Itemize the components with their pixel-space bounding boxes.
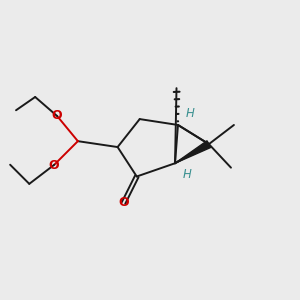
Text: O: O: [118, 196, 129, 209]
Text: H: H: [183, 168, 192, 181]
Polygon shape: [175, 141, 211, 163]
Text: O: O: [51, 109, 62, 122]
Text: O: O: [48, 159, 59, 172]
Text: H: H: [186, 107, 195, 120]
